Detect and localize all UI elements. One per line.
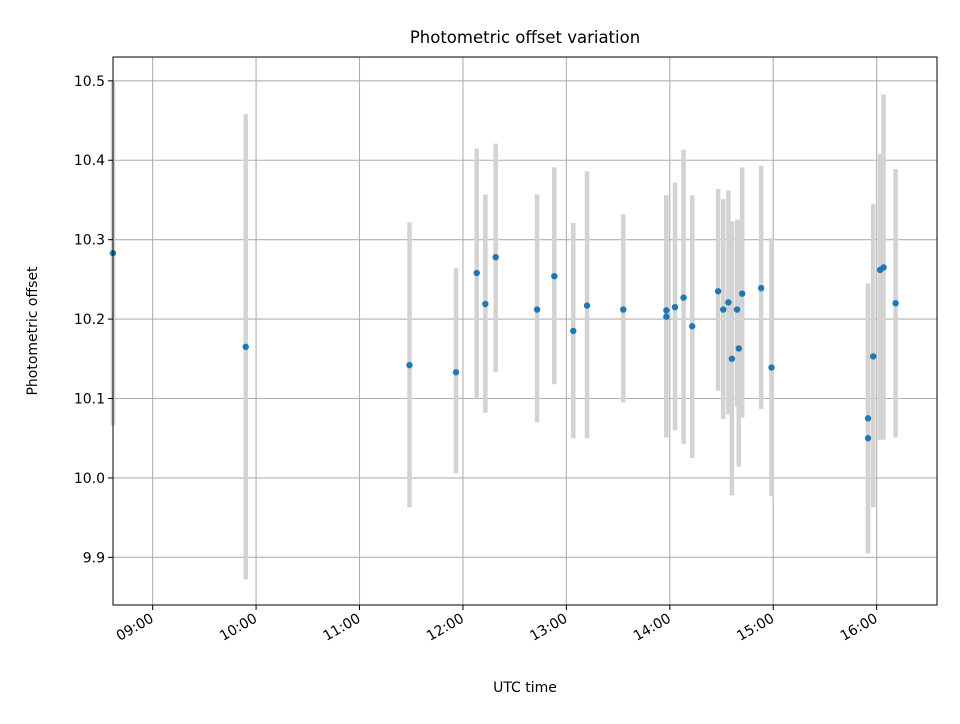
y-tick-label: 10.1 (74, 392, 105, 408)
data-point (583, 302, 591, 309)
data-point (533, 306, 541, 313)
data-point (680, 294, 687, 301)
data-point (452, 369, 460, 376)
data-point (757, 284, 765, 292)
data-point (689, 323, 696, 330)
data-point (671, 303, 679, 311)
y-tick-label: 10.0 (74, 471, 105, 487)
data-point (892, 300, 899, 307)
data-point (864, 415, 872, 422)
data-point (492, 253, 499, 261)
y-tick-label: 10.3 (74, 233, 105, 249)
data-point (733, 306, 741, 313)
data-point (473, 269, 480, 277)
y-tick-label: 9.9 (83, 550, 105, 566)
y-tick-label: 10.4 (74, 153, 105, 169)
plot-frame (112, 56, 938, 606)
data-point (739, 290, 746, 297)
data-point (482, 300, 489, 308)
data-point (406, 361, 413, 369)
data-point (570, 327, 577, 335)
x-axis-label: UTC time (493, 680, 557, 696)
data-point (242, 343, 249, 351)
data-point (768, 364, 775, 371)
data-point (720, 306, 727, 313)
data-point (663, 307, 670, 314)
y-axis-label: Photometric offset (25, 266, 41, 396)
data-point (880, 264, 887, 271)
y-tick-label: 10.5 (74, 74, 105, 90)
data-point (728, 355, 736, 362)
data-point (551, 273, 558, 280)
y-tick-label: 10.2 (74, 312, 105, 328)
grid (113, 57, 937, 605)
data-point (864, 435, 872, 442)
data-point (663, 313, 670, 320)
chart-title: Photometric offset variation (410, 28, 640, 47)
data-point (620, 306, 627, 313)
data-points (109, 249, 899, 442)
data-point (725, 299, 732, 306)
data-point (735, 345, 742, 352)
data-point (714, 288, 722, 295)
data-point (870, 353, 877, 360)
